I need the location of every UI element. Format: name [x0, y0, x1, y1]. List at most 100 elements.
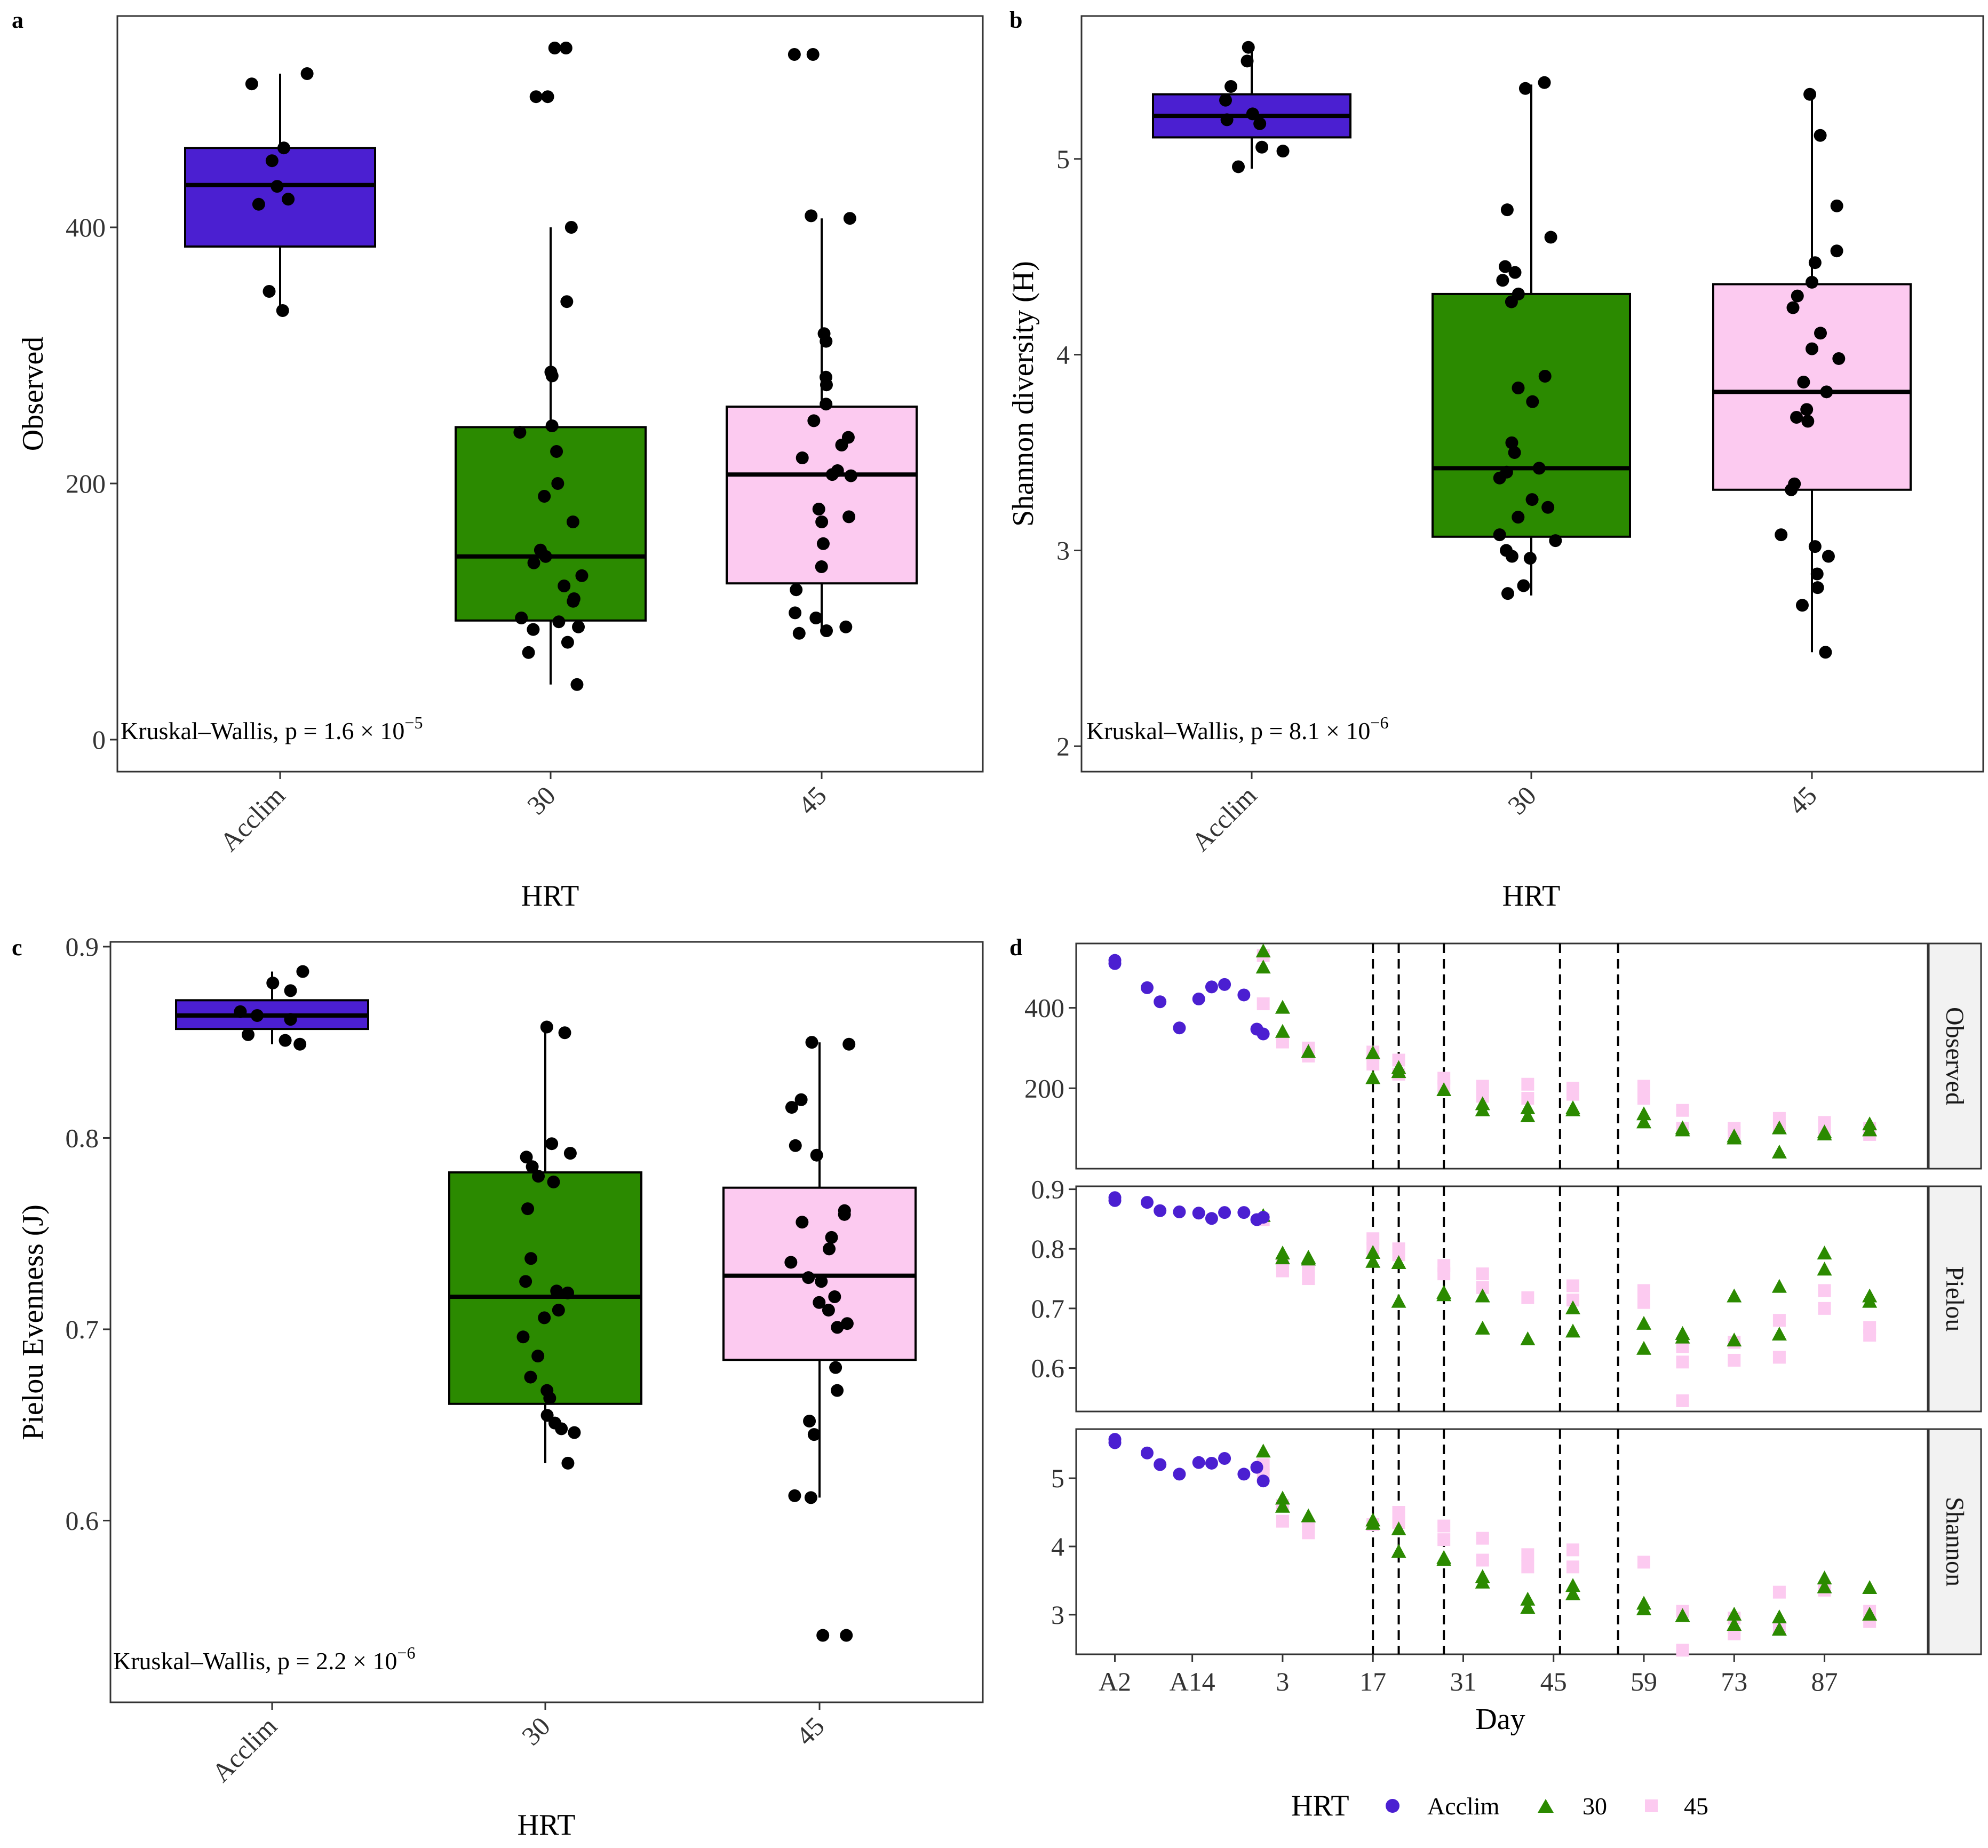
- data-point-30: [1675, 1120, 1690, 1135]
- data-point-30: [555, 1422, 568, 1435]
- data-point-30: [1493, 471, 1506, 485]
- data-point-30: [1727, 1333, 1742, 1347]
- data-point-30: [1636, 1341, 1651, 1355]
- data-point-30: [1391, 1060, 1406, 1074]
- x-tick-label: 3: [1276, 1667, 1289, 1696]
- data-point-45: [840, 1629, 853, 1642]
- data-point-acclim: [1173, 1205, 1186, 1219]
- data-point-45: [789, 606, 802, 620]
- y-tick-label: 0: [92, 725, 106, 755]
- data-point-acclim: [1205, 1456, 1218, 1470]
- data-point-30: [1538, 369, 1552, 383]
- data-point-45: [794, 1093, 808, 1106]
- x-axis-title-b: HRT: [1502, 879, 1561, 913]
- data-point-30: [1532, 462, 1546, 475]
- points-b: [1219, 41, 1846, 659]
- data-point-45: [844, 469, 857, 482]
- x-tick-label: 87: [1811, 1667, 1838, 1696]
- data-point-30: [1275, 1490, 1290, 1505]
- data-point-30: [1301, 1249, 1316, 1264]
- data-point-30: [1520, 1108, 1536, 1123]
- data-point-45: [792, 626, 806, 640]
- data-point-45: [815, 515, 829, 528]
- data-point-acclim: [296, 965, 309, 978]
- data-point-30: [545, 1137, 559, 1151]
- data-point-45: [1676, 1355, 1689, 1369]
- data-point-acclim: [1242, 41, 1255, 54]
- data-point-acclim: [284, 984, 297, 997]
- data-point-45: [1257, 997, 1270, 1011]
- y-tick-label: 0.8: [1031, 1234, 1065, 1264]
- data-point-30: [1501, 587, 1514, 600]
- data-point-30: [1541, 501, 1555, 514]
- data-point-30: [1771, 1609, 1787, 1623]
- data-point-45: [810, 1148, 823, 1162]
- box-45: [726, 218, 918, 633]
- data-point-acclim: [1173, 1468, 1186, 1481]
- data-point-45: [1302, 1272, 1315, 1286]
- data-point-30: [1500, 203, 1514, 217]
- data-point-45: [1637, 1296, 1650, 1309]
- data-point-45: [825, 1231, 838, 1244]
- data-point-30: [1275, 1250, 1290, 1265]
- data-point-acclim: [1154, 1458, 1167, 1471]
- data-point-30: [1636, 1106, 1651, 1121]
- y-tick-label: 400: [66, 212, 106, 242]
- facet-pielou: Pielou 0.6 0.7 0.8 0.9: [1031, 1175, 1982, 1413]
- data-point-45: [1822, 550, 1835, 563]
- data-point-45: [831, 1321, 844, 1334]
- data-point-45: [1801, 415, 1815, 428]
- data-point-30: [1538, 76, 1551, 89]
- data-point-30: [1675, 1329, 1690, 1344]
- data-point-30: [1565, 1300, 1580, 1314]
- data-point-45: [843, 212, 856, 225]
- data-point-30: [550, 1284, 563, 1298]
- data-point-45: [1820, 385, 1833, 399]
- data-point-45: [1521, 1291, 1534, 1304]
- data-point-acclim: [1246, 107, 1259, 121]
- data-point-45: [1637, 1080, 1650, 1093]
- data-point-45: [1521, 1560, 1534, 1574]
- box-body: [726, 406, 918, 585]
- panel-label-a: a: [12, 7, 23, 33]
- data-point-30: [524, 1252, 538, 1265]
- data-point-30: [1301, 1044, 1316, 1058]
- data-point-30: [1565, 1100, 1580, 1114]
- data-point-45: [1476, 1553, 1489, 1567]
- data-point-acclim: [1250, 1461, 1263, 1474]
- data-point-30: [1508, 266, 1522, 279]
- data-point-45: [788, 48, 801, 61]
- facet-observed: Observed 200 400: [1024, 942, 1982, 1170]
- data-point-30: [1475, 1320, 1490, 1335]
- box-body: [1712, 283, 1912, 491]
- data-point-acclim: [1276, 145, 1290, 158]
- data-point-acclim: [1154, 995, 1167, 1009]
- data-point-30: [1862, 1580, 1878, 1594]
- data-point-45: [1276, 1514, 1289, 1528]
- data-point-acclim: [234, 1005, 247, 1018]
- data-point-30: [1636, 1601, 1651, 1615]
- data-point-45: [788, 1489, 801, 1502]
- data-point-30: [1565, 1578, 1580, 1592]
- data-point-30: [1301, 1508, 1316, 1522]
- facet-strip-label: Observed: [1941, 1007, 1969, 1105]
- data-point-acclim: [1231, 160, 1245, 173]
- data-point-30: [1493, 528, 1506, 542]
- data-point-45: [1814, 327, 1827, 340]
- data-point-45: [815, 560, 828, 573]
- data-point-30: [1675, 1608, 1690, 1622]
- data-point-45: [1791, 289, 1804, 303]
- data-point-30: [1255, 943, 1271, 958]
- y-tick-label: 4: [1056, 340, 1070, 370]
- data-point-45: [1806, 342, 1819, 355]
- data-point-30: [1365, 1045, 1381, 1059]
- data-point-45: [812, 503, 825, 515]
- data-point-30: [551, 477, 564, 490]
- data-point-45: [842, 1037, 856, 1051]
- data-point-45: [802, 1271, 815, 1284]
- data-point-30: [1549, 534, 1562, 548]
- y-tick-label: 200: [1024, 1073, 1064, 1103]
- data-point-30: [1255, 959, 1271, 974]
- data-point-30: [559, 42, 572, 54]
- data-point-acclim: [263, 285, 276, 298]
